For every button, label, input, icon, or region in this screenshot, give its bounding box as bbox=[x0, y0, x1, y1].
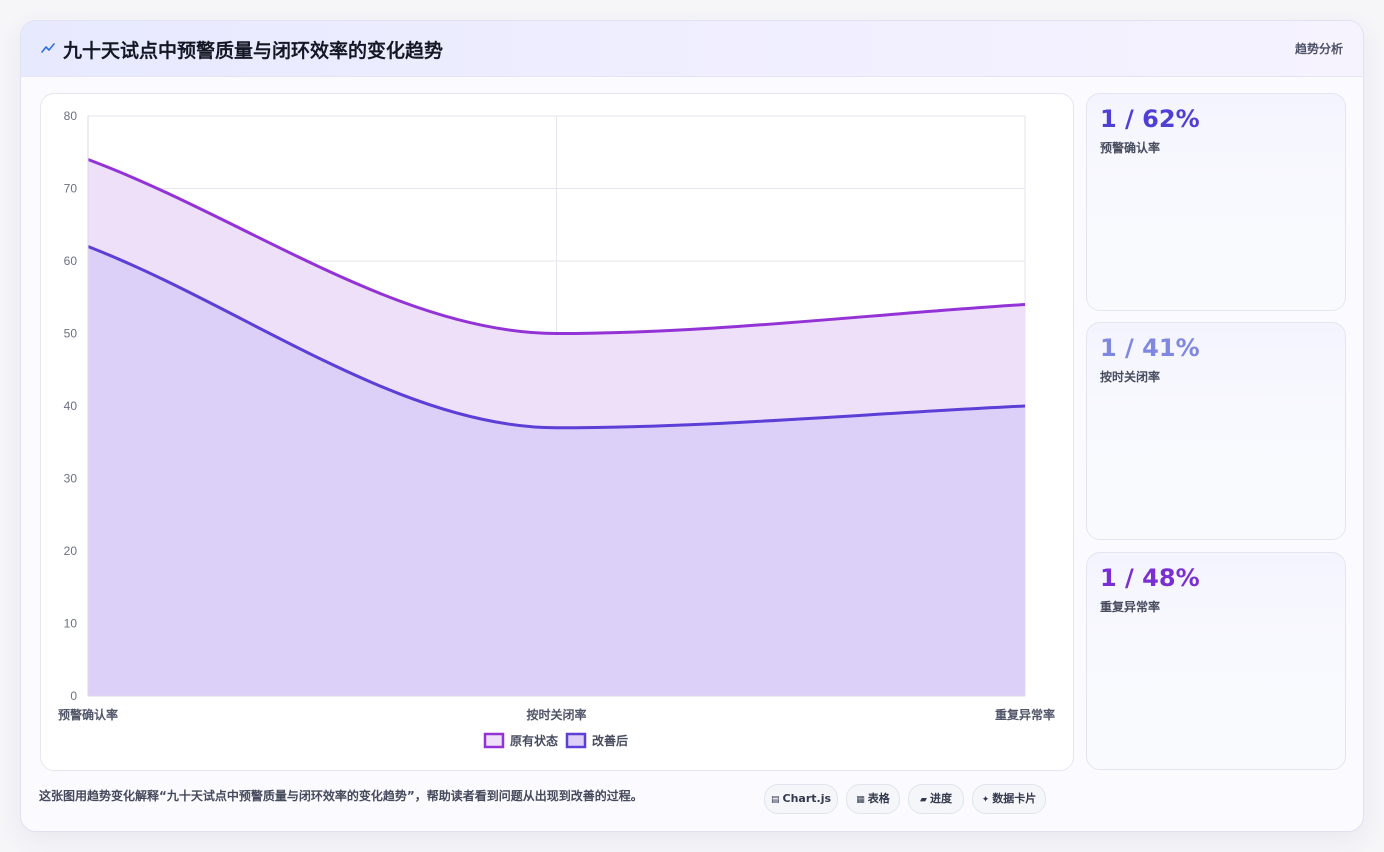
chip-label: 表格 bbox=[867, 792, 890, 805]
y-tick-label: 40 bbox=[64, 399, 78, 413]
kpi-value: 1 / 41% bbox=[1100, 334, 1200, 362]
progress-icon: ▰ bbox=[920, 795, 927, 805]
y-tick-label: 20 bbox=[64, 544, 78, 558]
chip-data-cards[interactable]: ✦ 数据卡片 bbox=[972, 784, 1046, 814]
kpi-label: 按时关闭率 bbox=[1100, 370, 1161, 384]
sparkle-icon: ✦ bbox=[981, 795, 990, 805]
y-tick-label: 30 bbox=[64, 472, 78, 486]
legend-item-series-1[interactable]: 改善后 bbox=[565, 732, 628, 749]
kpi-value: 1 / 62% bbox=[1100, 105, 1200, 133]
card-header: 九十天试点中预警质量与闭环效率的变化趋势 趋势分析 bbox=[21, 21, 1363, 77]
chip-label: 进度 bbox=[929, 792, 952, 805]
area-fill-series-1 bbox=[88, 246, 1025, 696]
trend-analysis-tag[interactable]: 趋势分析 bbox=[1294, 42, 1343, 56]
y-tick-label: 80 bbox=[64, 109, 78, 123]
legend-swatch bbox=[483, 732, 505, 749]
line-series-1 bbox=[87, 245, 1026, 430]
chip-table[interactable]: ▦ 表格 bbox=[846, 784, 900, 814]
kpi-card-repeat-rate: 1 / 48% 重复异常率 bbox=[1086, 552, 1346, 770]
area-chart: 0 10 20 30 40 50 60 70 80 预警确认率 按时关闭率 重复异常率 原有状态 改善后 bbox=[58, 109, 1055, 749]
kpi-value: 1 / 48% bbox=[1100, 564, 1200, 592]
x-tick-label: 按时关闭率 bbox=[526, 707, 586, 722]
legend-item-series-0[interactable]: 原有状态 bbox=[483, 732, 558, 749]
chart-icon: ▤ bbox=[770, 795, 780, 805]
table-icon: ▦ bbox=[856, 795, 865, 805]
page-title: 九十天试点中预警质量与闭环效率的变化趋势 bbox=[63, 40, 444, 62]
legend-swatch bbox=[565, 732, 587, 749]
y-tick-label: 50 bbox=[64, 327, 78, 341]
line-series-0 bbox=[87, 158, 1026, 336]
x-tick-label: 预警确认率 bbox=[58, 707, 118, 722]
x-tick-label: 重复异常率 bbox=[995, 707, 1055, 722]
chip-label: 数据卡片 bbox=[992, 792, 1037, 805]
kpi-card-confirm-rate: 1 / 62% 预警确认率 bbox=[1086, 93, 1346, 311]
chart-panel: 0 10 20 30 40 50 60 70 80 预警确认率 按时关闭率 重复异常率 原有状态 改善后 bbox=[40, 93, 1074, 771]
kpi-label: 重复异常率 bbox=[1100, 600, 1161, 614]
y-tick-label: 70 bbox=[64, 182, 78, 196]
trend-line-icon bbox=[41, 43, 55, 53]
kpi-label: 预警确认率 bbox=[1100, 141, 1161, 155]
chart-description: 这张图用趋势变化解释“九十天试点中预警质量与闭环效率的变化趋势”，帮助读者看到问… bbox=[39, 789, 643, 803]
y-tick-label: 10 bbox=[64, 617, 78, 631]
legend-label: 原有状态 bbox=[510, 733, 558, 748]
main-card: 九十天试点中预警质量与闭环效率的变化趋势 趋势分析 0 10 20 30 40 50 60 7… bbox=[20, 20, 1364, 832]
y-tick-label: 0 bbox=[70, 689, 77, 703]
chip-chartjs[interactable]: ▤ Chart.js bbox=[764, 784, 838, 814]
chip-label: Chart.js bbox=[782, 792, 832, 805]
legend-label: 改善后 bbox=[592, 733, 628, 748]
chip-progress[interactable]: ▰ 进度 bbox=[908, 784, 964, 814]
kpi-card-close-rate: 1 / 41% 按时关闭率 bbox=[1086, 322, 1346, 540]
y-tick-label: 60 bbox=[64, 254, 78, 268]
